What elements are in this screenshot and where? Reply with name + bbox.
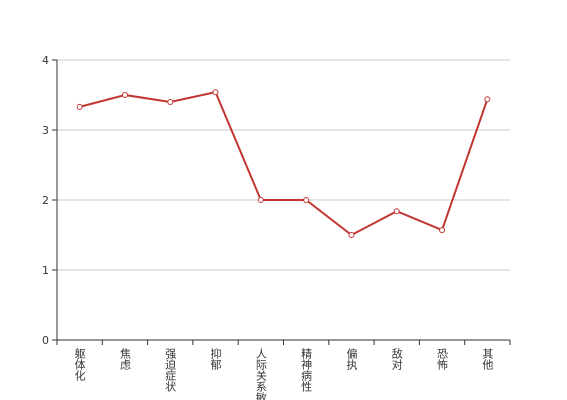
y-tick-label: 3 (42, 124, 49, 137)
point (348, 232, 355, 238)
y-tick-label: 1 (42, 264, 49, 277)
x-tick-label: 偏执 (345, 347, 358, 371)
point (484, 96, 491, 103)
x-tick-label: 精神病性 (300, 348, 313, 393)
y-tick-label: 0 (42, 334, 49, 347)
point (257, 197, 264, 203)
point (439, 227, 446, 234)
x-tick-label: 强迫症状 (164, 348, 177, 392)
point (121, 92, 128, 98)
line (79, 91, 489, 237)
x-tick-label: 人际关系敏感 (254, 348, 267, 400)
x-tick-label: 敌对 (390, 347, 403, 370)
x-tick-label: 其他 (481, 348, 494, 370)
point (212, 89, 219, 96)
y-tick-label: 2 (42, 194, 49, 207)
x-tick-label: 抑郁 (209, 347, 222, 370)
point (303, 197, 310, 203)
x-tick-label: 躯体化 (73, 348, 86, 382)
point (76, 103, 83, 110)
point (167, 99, 174, 105)
x-tick-label: 恐怖 (436, 348, 449, 370)
point (393, 208, 400, 215)
x-tick-label: 焦虑 (118, 348, 131, 370)
y-tick-label: 4 (42, 54, 49, 67)
